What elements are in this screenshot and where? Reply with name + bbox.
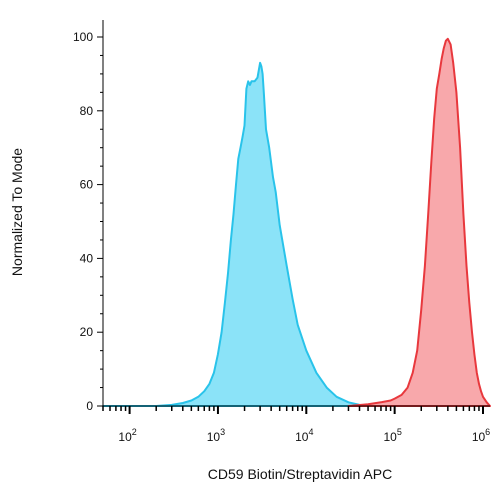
y-tick-label: 80 [80,104,94,118]
x-tick-label: 102 [118,427,136,444]
y-tick-label: 0 [86,399,93,413]
y-tick-label: 60 [80,178,94,192]
series-layer [102,37,491,407]
series-area-1 [102,61,377,407]
y-tick-label: 40 [80,251,94,265]
y-axis-ticks: 0 20 40 60 80 100 [73,30,103,413]
series-area-2 [347,37,491,407]
x-tick-label: 106 [472,427,490,444]
y-tick-label: 100 [73,30,93,44]
y-axis-title: Normalized To Mode [9,148,25,276]
x-tick-label: 103 [207,427,225,444]
x-axis-title: CD59 Biotin/Streptavidin APC [208,466,392,482]
x-tick-label: 105 [383,427,401,444]
x-tick-label: 104 [295,427,313,444]
y-tick-label: 20 [80,325,94,339]
x-axis-ticks: 102 103 104 105 106 [102,406,490,444]
